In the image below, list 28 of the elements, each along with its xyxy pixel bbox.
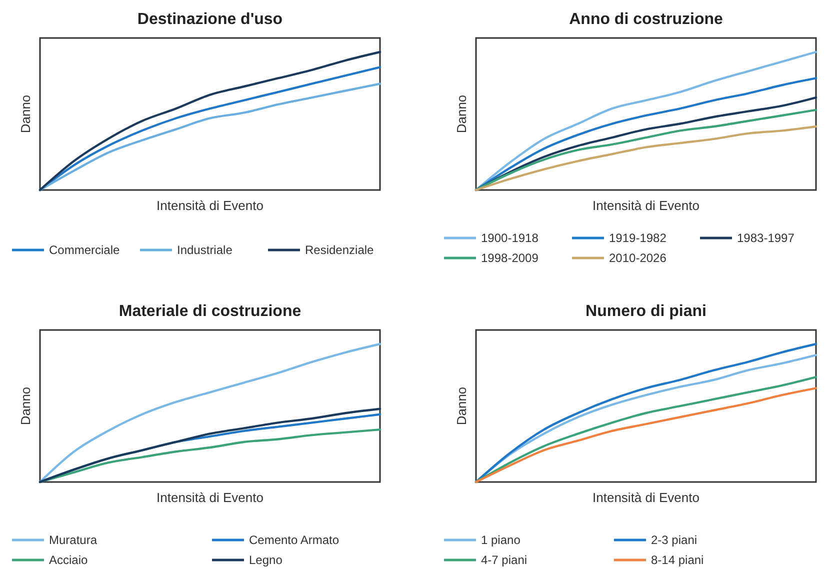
chart-title: Materiale di costruzione — [118, 303, 302, 320]
y-axis-title: Danno — [454, 386, 469, 426]
y-axis-title: Danno — [454, 94, 469, 134]
legend-label: 2010-2026 — [609, 251, 667, 265]
legend-label: Muratura — [49, 533, 98, 547]
chart-title: Numero di piani — [586, 303, 706, 320]
x-axis-title: Intensità di Evento — [592, 198, 700, 213]
chart-title: Destinazione d'uso — [137, 11, 283, 28]
legend-label: 1 piano — [481, 533, 521, 547]
legend-label: Acciaio — [49, 553, 88, 567]
legend-label: 1983-1997 — [737, 231, 795, 245]
legend-label: Residenziale — [305, 243, 374, 257]
legend-label: 1900-1918 — [481, 231, 539, 245]
y-axis-title: Danno — [18, 386, 33, 426]
legend-label: 1919-1982 — [609, 231, 667, 245]
legend-label: 1998-2009 — [481, 251, 539, 265]
legend-label: 8-14 piani — [651, 553, 704, 567]
legend-label: Cemento Armato — [249, 533, 340, 547]
x-axis-title: Intensità di Evento — [592, 490, 700, 505]
chart-title: Anno di costruzione — [569, 11, 723, 28]
x-axis-title: Intensità di Evento — [156, 490, 264, 505]
legend-label: 2-3 piani — [651, 533, 698, 547]
legend-label: Industriale — [177, 243, 233, 257]
y-axis-title: Danno — [18, 94, 33, 134]
x-axis-title: Intensità di Evento — [156, 198, 264, 213]
legend-label: Legno — [249, 553, 283, 567]
legend-label: Commerciale — [49, 243, 120, 257]
legend-label: 4-7 piani — [481, 553, 528, 567]
